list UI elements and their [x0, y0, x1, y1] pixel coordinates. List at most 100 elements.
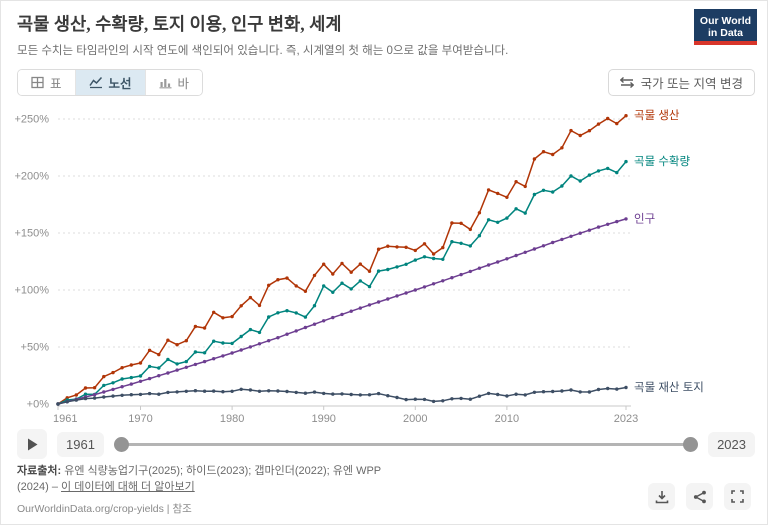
data-point[interactable]: [376, 269, 381, 273]
data-point[interactable]: [294, 284, 298, 288]
data-point[interactable]: [129, 382, 133, 386]
data-point[interactable]: [395, 395, 399, 400]
data-point[interactable]: [505, 257, 509, 261]
data-point[interactable]: [358, 393, 362, 397]
data-point[interactable]: [221, 316, 225, 320]
data-point[interactable]: [496, 392, 500, 397]
data-point[interactable]: [468, 269, 472, 274]
data-point[interactable]: [367, 303, 372, 307]
data-point[interactable]: [74, 393, 79, 397]
data-point[interactable]: [276, 278, 280, 282]
data-point[interactable]: [587, 390, 592, 394]
data-point[interactable]: [102, 374, 106, 379]
data-point[interactable]: [74, 398, 79, 402]
data-point[interactable]: [184, 359, 188, 364]
data-point[interactable]: [349, 392, 353, 397]
data-point[interactable]: [202, 326, 207, 330]
data-point[interactable]: [331, 290, 335, 294]
data-point[interactable]: [376, 247, 381, 251]
data-point[interactable]: [248, 327, 253, 332]
chart-canvas[interactable]: +0% +50% +100% +150% +200% +250% 1961 1970 1980 1…: [1, 101, 768, 426]
series-line-3[interactable]: [57, 386, 627, 405]
data-point[interactable]: [624, 217, 628, 221]
data-point[interactable]: [587, 129, 592, 133]
data-point[interactable]: [532, 390, 537, 394]
data-point[interactable]: [129, 393, 133, 397]
data-point[interactable]: [138, 392, 143, 397]
data-point[interactable]: [230, 389, 234, 393]
series-label-2[interactable]: 인구: [634, 212, 655, 225]
data-point[interactable]: [358, 262, 362, 266]
data-point[interactable]: [239, 334, 243, 339]
timeline-handle-end[interactable]: [683, 437, 699, 452]
data-point[interactable]: [239, 304, 243, 308]
data-point[interactable]: [129, 363, 133, 367]
data-point[interactable]: [532, 192, 537, 197]
data-point[interactable]: [386, 297, 390, 301]
data-point[interactable]: [596, 387, 601, 392]
data-point[interactable]: [606, 166, 610, 171]
data-point[interactable]: [312, 322, 317, 326]
learn-more-link[interactable]: 이 데이터에 대해 더 알아보기: [61, 480, 195, 493]
data-point[interactable]: [606, 116, 610, 121]
data-point[interactable]: [102, 383, 106, 388]
data-point[interactable]: [606, 222, 610, 226]
data-point[interactable]: [431, 256, 436, 261]
data-point[interactable]: [367, 269, 372, 273]
data-point[interactable]: [340, 312, 344, 317]
data-point[interactable]: [459, 241, 463, 245]
data-point[interactable]: [267, 389, 271, 393]
data-point[interactable]: [468, 244, 472, 248]
data-point[interactable]: [212, 310, 216, 314]
data-point[interactable]: [312, 390, 317, 394]
data-point[interactable]: [175, 362, 179, 366]
data-point[interactable]: [147, 348, 152, 352]
data-point[interactable]: [83, 392, 88, 396]
data-point[interactable]: [157, 366, 161, 370]
data-point[interactable]: [138, 379, 143, 383]
data-point[interactable]: [523, 184, 527, 189]
owid-logo[interactable]: Our World in Data: [694, 9, 757, 45]
data-point[interactable]: [349, 309, 353, 313]
data-point[interactable]: [221, 390, 225, 394]
data-point[interactable]: [468, 227, 472, 232]
data-point[interactable]: [422, 285, 427, 289]
data-point[interactable]: [248, 388, 253, 392]
data-point[interactable]: [541, 244, 546, 248]
data-point[interactable]: [514, 207, 518, 211]
data-point[interactable]: [578, 231, 582, 235]
data-point[interactable]: [395, 294, 399, 298]
data-point[interactable]: [212, 357, 216, 361]
data-point[interactable]: [120, 377, 124, 381]
data-point[interactable]: [422, 397, 427, 402]
data-point[interactable]: [459, 272, 463, 277]
data-point[interactable]: [147, 376, 152, 381]
data-point[interactable]: [615, 170, 619, 175]
data-point[interactable]: [294, 311, 298, 315]
data-point[interactable]: [541, 188, 546, 192]
data-point[interactable]: [404, 245, 408, 249]
data-point[interactable]: [120, 393, 124, 397]
tab-bar[interactable]: 바: [145, 69, 203, 95]
timeline-start-year[interactable]: 1961: [57, 431, 104, 457]
data-point[interactable]: [367, 284, 372, 289]
data-point[interactable]: [147, 391, 152, 396]
data-point[interactable]: [294, 329, 298, 333]
data-point[interactable]: [193, 324, 198, 329]
data-point[interactable]: [184, 389, 188, 393]
data-point[interactable]: [267, 315, 271, 319]
data-point[interactable]: [477, 394, 482, 398]
data-point[interactable]: [496, 220, 500, 224]
data-point[interactable]: [505, 394, 509, 398]
data-point[interactable]: [129, 375, 133, 380]
data-point[interactable]: [587, 228, 592, 232]
data-point[interactable]: [477, 211, 482, 215]
data-point[interactable]: [312, 273, 317, 278]
data-point[interactable]: [147, 364, 152, 369]
data-point[interactable]: [413, 258, 417, 262]
series-line-2[interactable]: [57, 218, 627, 405]
data-point[interactable]: [413, 288, 417, 292]
data-point[interactable]: [111, 381, 115, 385]
data-point[interactable]: [477, 266, 482, 270]
data-point[interactable]: [175, 368, 179, 372]
